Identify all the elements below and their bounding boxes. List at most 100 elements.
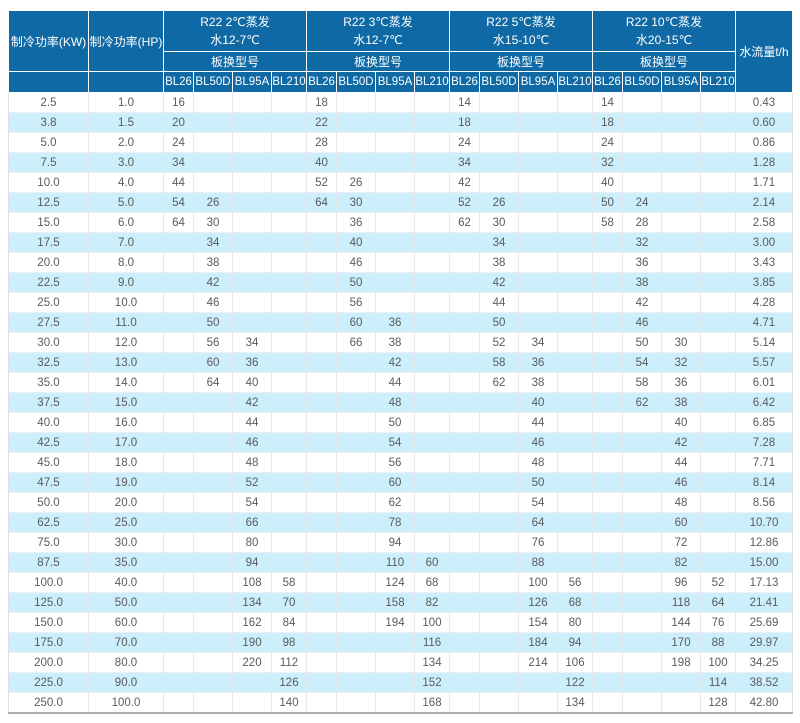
cell-kw: 17.5	[8, 232, 89, 253]
cell-kw: 7.5	[8, 152, 89, 173]
cell-g3-bl50d: 50	[479, 312, 519, 333]
cell-g3-bl26	[449, 432, 480, 453]
cell-flow: 5.14	[735, 332, 793, 353]
cell-kw: 10.0	[8, 172, 89, 193]
cell-g2-bl95a	[375, 192, 415, 213]
cell-g3-bl26	[449, 232, 480, 253]
cell-g3-bl95a	[518, 272, 558, 293]
cell-g4-bl210: 52	[700, 572, 736, 593]
cell-g4-bl50d: 54	[622, 352, 662, 373]
cell-g1-bl95a: 134	[232, 592, 272, 613]
cell-g3-bl26: 62	[449, 212, 480, 233]
cell-g2-bl26	[306, 312, 337, 333]
cell-g4-bl210	[700, 412, 736, 433]
cell-g1-bl50d	[193, 392, 233, 413]
cell-g2-bl50d: 50	[336, 272, 376, 293]
cell-flow: 15.00	[735, 552, 793, 573]
cell-flow: 42.80	[735, 692, 793, 714]
table-row: 225.0 90.0 126 152 122 114 38.52	[8, 672, 793, 693]
cell-kw: 75.0	[8, 532, 89, 553]
cell-g3-bl26	[449, 572, 480, 593]
cell-g1-bl26	[163, 332, 194, 353]
table-row: 47.5 19.0 52 60 50 46 8.14	[8, 472, 793, 493]
cell-g1-bl210	[271, 532, 307, 553]
cell-g3-bl50d	[479, 512, 519, 533]
cell-flow: 7.28	[735, 432, 793, 453]
cell-g1-bl210	[271, 272, 307, 293]
cell-g1-bl26	[163, 352, 194, 373]
cell-g4-bl50d	[622, 492, 662, 513]
cell-hp: 18.0	[88, 452, 164, 473]
cell-g3-bl95a: 36	[518, 352, 558, 373]
cell-g2-bl50d	[336, 572, 376, 593]
cell-g4-bl26: 14	[592, 92, 623, 113]
header-g2-bl210: BL210	[414, 71, 450, 93]
cell-g3-bl50d: 26	[479, 192, 519, 213]
header-g3-bl210: BL210	[557, 71, 593, 93]
cell-g4-bl50d: 32	[622, 232, 662, 253]
cell-g2-bl26: 28	[306, 132, 337, 153]
table-row: 62.5 25.0 66 78 64 60 10.70	[8, 512, 793, 533]
header-g2-bl95a: BL95A	[375, 71, 415, 93]
cell-g2-bl210	[414, 212, 450, 233]
cell-g3-bl50d	[479, 572, 519, 593]
table-row: 100.0 40.0 108 58 124 68 100 56 96 52 17.13	[8, 572, 793, 593]
cell-flow: 4.28	[735, 292, 793, 313]
cell-hp: 14.0	[88, 372, 164, 393]
cell-g2-bl50d: 66	[336, 332, 376, 353]
cell-g1-bl26	[163, 432, 194, 453]
cell-g3-bl26	[449, 412, 480, 433]
cell-g3-bl210	[557, 232, 593, 253]
cell-g1-bl26	[163, 552, 194, 573]
cell-g3-bl95a: 126	[518, 592, 558, 613]
cell-kw: 62.5	[8, 512, 89, 533]
cell-g2-bl50d: 40	[336, 232, 376, 253]
cell-g1-bl210	[271, 552, 307, 573]
cell-g3-bl50d: 44	[479, 292, 519, 313]
cell-g4-bl95a	[661, 92, 701, 113]
cell-g2-bl26	[306, 692, 337, 714]
cell-g1-bl95a: 42	[232, 392, 272, 413]
cell-g4-bl26	[592, 232, 623, 253]
cell-g4-bl26	[592, 352, 623, 373]
table-row: 37.5 15.0 42 48 40 62 38 6.42	[8, 392, 793, 413]
cell-g2-bl210	[414, 452, 450, 473]
header-g1-bl95a: BL95A	[232, 71, 272, 93]
cell-g4-bl95a	[661, 152, 701, 173]
cell-g1-bl26	[163, 672, 194, 693]
cell-g3-bl50d	[479, 632, 519, 653]
cell-g3-bl26: 24	[449, 132, 480, 153]
cell-g1-bl210	[271, 112, 307, 133]
cell-hp: 2.0	[88, 132, 164, 153]
capacity-selection-table: 制冷功率(KW) 制冷功率(HP) R22 2℃蒸发 水12-7℃ R22 3℃…	[8, 10, 793, 714]
cell-g4-bl50d	[622, 552, 662, 573]
cell-g4-bl26	[592, 612, 623, 633]
cell-g1-bl95a	[232, 212, 272, 233]
cell-g1-bl210: 70	[271, 592, 307, 613]
cell-hp: 50.0	[88, 592, 164, 613]
cell-g2-bl210	[414, 312, 450, 333]
cell-g1-bl50d	[193, 692, 233, 714]
header-row-titles: 制冷功率(KW) 制冷功率(HP) R22 2℃蒸发 水12-7℃ R22 3℃…	[8, 10, 793, 93]
cell-g3-bl210: 68	[557, 592, 593, 613]
cell-g1-bl26	[163, 292, 194, 313]
cell-kw: 27.5	[8, 312, 89, 333]
cell-g1-bl26	[163, 372, 194, 393]
cell-g2-bl95a	[375, 672, 415, 693]
cell-g4-bl50d	[622, 672, 662, 693]
cell-g2-bl50d: 26	[336, 172, 376, 193]
group-title-line2: 水12-7℃	[210, 33, 260, 47]
cell-g3-bl26	[449, 512, 480, 533]
cell-g3-bl95a	[518, 172, 558, 193]
cell-g1-bl26	[163, 392, 194, 413]
cell-g2-bl95a: 36	[375, 312, 415, 333]
table-row: 10.0 4.0 44 52 26 42 40 1.71	[8, 172, 793, 193]
cell-g4-bl26	[592, 412, 623, 433]
cell-g2-bl50d	[336, 472, 376, 493]
cell-g4-bl50d: 28	[622, 212, 662, 233]
cell-g4-bl210	[700, 512, 736, 533]
cell-g1-bl95a: 44	[232, 412, 272, 433]
cell-g4-bl26	[592, 552, 623, 573]
cell-g2-bl210	[414, 192, 450, 213]
cell-g3-bl95a	[518, 132, 558, 153]
